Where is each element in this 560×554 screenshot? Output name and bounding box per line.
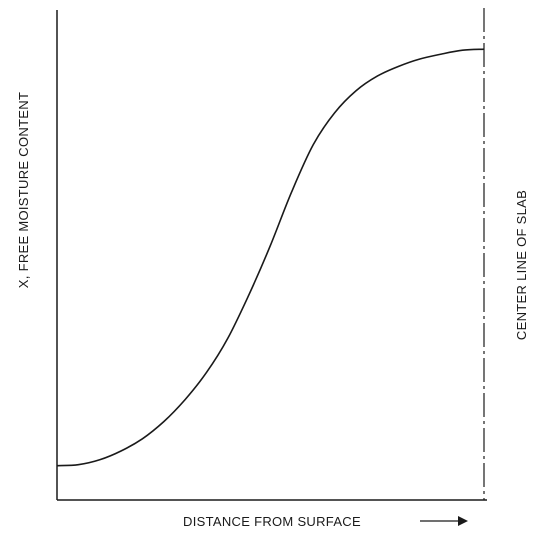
center-line-label: CENTER LINE OF SLAB xyxy=(514,190,529,340)
y-axis-label: X, FREE MOISTURE CONTENT xyxy=(16,92,31,288)
right-arrow-icon xyxy=(420,516,468,526)
x-axis-label: DISTANCE FROM SURFACE xyxy=(183,514,361,529)
moisture-curve xyxy=(56,48,485,467)
